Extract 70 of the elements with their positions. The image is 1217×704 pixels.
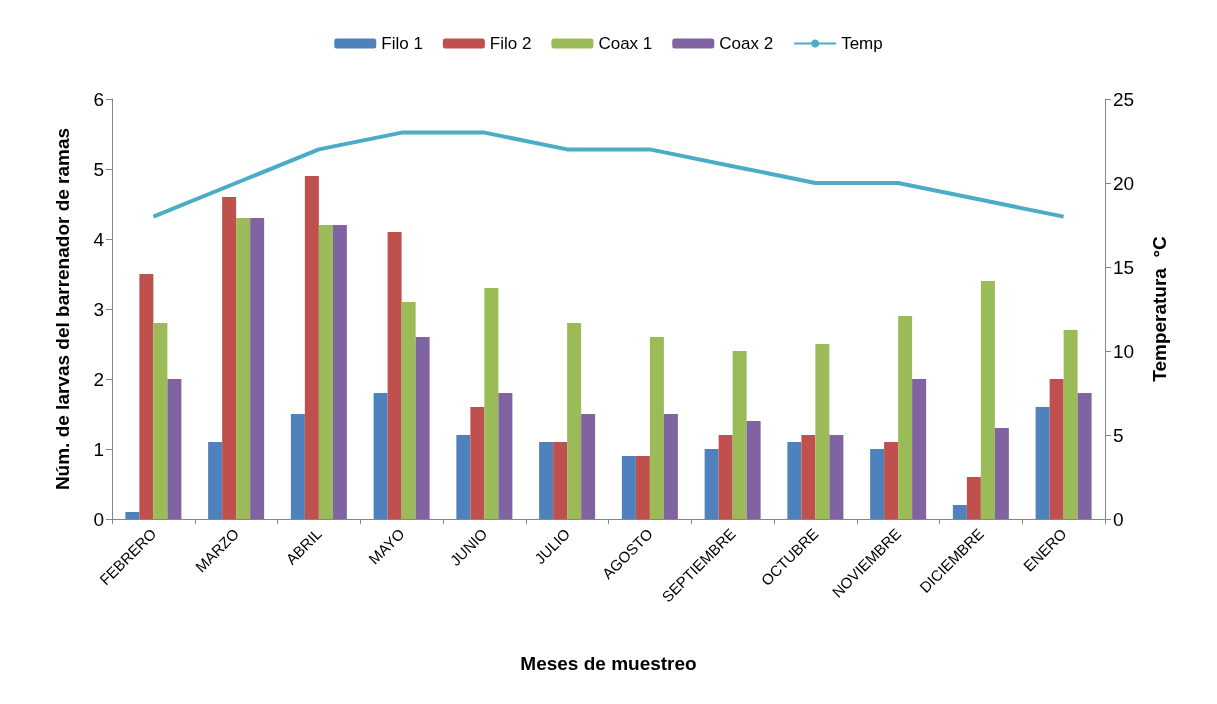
bar bbox=[801, 435, 816, 519]
y2-tick-label: 5 bbox=[1113, 424, 1124, 446]
bar bbox=[125, 512, 140, 519]
bar bbox=[663, 414, 678, 519]
line-series bbox=[151, 130, 1066, 219]
bar bbox=[222, 197, 237, 519]
y-tick-label: 2 bbox=[93, 368, 104, 390]
bar bbox=[787, 442, 802, 519]
bar bbox=[401, 302, 416, 519]
x-axis-title: Meses de muestreo bbox=[520, 653, 697, 674]
y-tick-label: 6 bbox=[93, 88, 104, 110]
bar bbox=[649, 337, 664, 519]
bar bbox=[1077, 393, 1092, 519]
legend-label: Coax 1 bbox=[598, 34, 653, 53]
bar bbox=[167, 379, 182, 519]
bar bbox=[553, 442, 568, 519]
y-tick-label: 0 bbox=[93, 508, 104, 530]
bar bbox=[884, 442, 899, 519]
bar bbox=[829, 435, 844, 519]
legend-label: Filo 2 bbox=[489, 34, 532, 53]
y-tick-label: 3 bbox=[93, 298, 104, 320]
y2-tick-label: 25 bbox=[1113, 88, 1135, 110]
y2-tick-label: 20 bbox=[1113, 172, 1135, 194]
y2-tick-label: 0 bbox=[1113, 508, 1124, 530]
bar bbox=[318, 225, 333, 519]
bar bbox=[139, 274, 154, 519]
bar bbox=[332, 225, 347, 519]
bar bbox=[236, 218, 251, 519]
bar bbox=[994, 428, 1009, 519]
bar bbox=[912, 379, 927, 519]
bar bbox=[290, 414, 305, 519]
bar bbox=[966, 477, 981, 519]
bar bbox=[870, 449, 885, 519]
bar bbox=[567, 323, 582, 519]
bar bbox=[1049, 379, 1064, 519]
y-axis-title: Núm. de larvas del barrenador de ramas bbox=[52, 127, 73, 491]
bar bbox=[208, 442, 223, 519]
legend-label: Temp bbox=[841, 34, 883, 53]
bar bbox=[952, 505, 967, 519]
bar bbox=[746, 421, 761, 519]
legend-label: Filo 1 bbox=[381, 34, 423, 53]
bar bbox=[815, 344, 830, 519]
bar bbox=[980, 281, 995, 519]
bar bbox=[304, 176, 319, 519]
bar bbox=[718, 435, 733, 519]
y-tick-label: 4 bbox=[93, 228, 105, 250]
bar bbox=[387, 232, 402, 519]
bar bbox=[898, 316, 913, 519]
bar bbox=[373, 393, 388, 519]
y-tick-label: 1 bbox=[93, 438, 104, 460]
bar bbox=[498, 393, 513, 519]
legend-label: Coax 2 bbox=[719, 34, 774, 53]
bar bbox=[1035, 407, 1050, 519]
y-tick-label: 5 bbox=[93, 158, 104, 180]
bar bbox=[153, 323, 168, 519]
y2-axis-title: Temperatura °C bbox=[1149, 235, 1170, 382]
bar bbox=[484, 288, 499, 519]
bar bbox=[539, 442, 554, 519]
bar bbox=[415, 337, 430, 519]
bar bbox=[1063, 330, 1078, 519]
bar bbox=[470, 407, 485, 519]
bar bbox=[635, 456, 650, 519]
bar bbox=[621, 456, 636, 519]
bar bbox=[456, 435, 471, 519]
bar bbox=[250, 218, 265, 519]
bar bbox=[704, 449, 719, 519]
bar bbox=[581, 414, 596, 519]
y2-tick-label: 10 bbox=[1113, 340, 1135, 362]
y2-tick-label: 15 bbox=[1113, 256, 1135, 278]
bar bbox=[732, 351, 747, 519]
